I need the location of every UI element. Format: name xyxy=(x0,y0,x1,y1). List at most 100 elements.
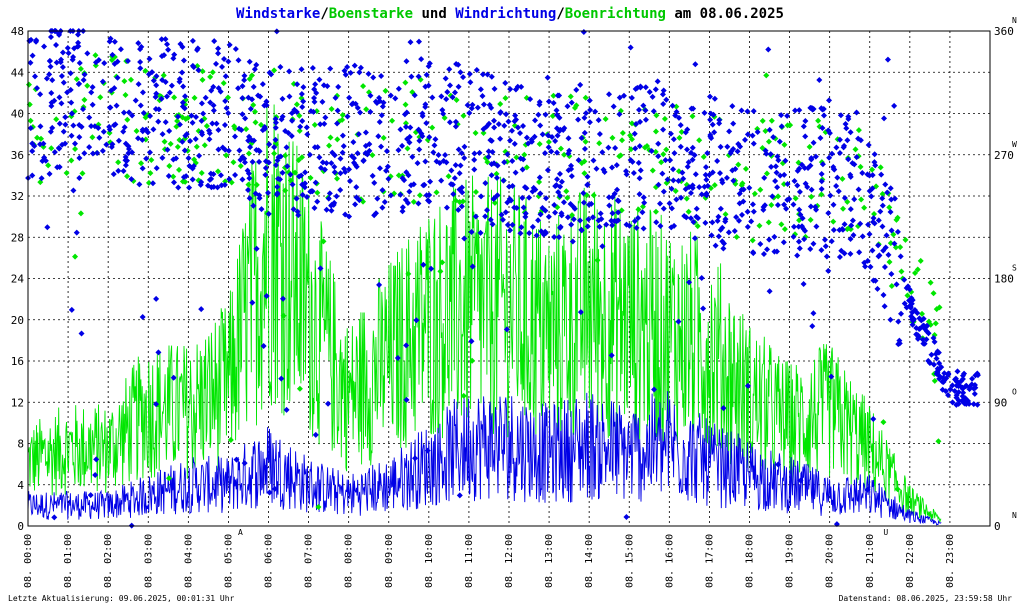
wind-dir-point xyxy=(578,227,585,234)
wind-dir-point xyxy=(312,431,319,438)
x-tick-label: 08. 02:00 xyxy=(103,534,114,588)
wind-dir-point xyxy=(919,336,926,343)
wind-dir-point xyxy=(418,56,425,63)
wind-dir-point xyxy=(859,233,866,240)
wind-dir-point xyxy=(449,94,456,101)
gust-dir-point xyxy=(209,69,216,76)
wind-dir-point xyxy=(369,172,376,179)
wind-dir-point xyxy=(586,119,593,126)
gust-dir-point xyxy=(271,67,278,74)
wind-dir-point xyxy=(208,175,215,182)
gust-dir-point xyxy=(445,173,452,180)
wind-dir-point xyxy=(817,135,824,142)
wind-dir-point xyxy=(455,206,462,213)
gust-dir-point xyxy=(582,138,589,145)
y-right-tick-label: 270 xyxy=(994,149,1014,162)
wind-dir-point xyxy=(424,197,431,204)
gust-dir-point xyxy=(661,115,668,122)
wind-dir-point xyxy=(328,207,335,214)
wind-dir-point xyxy=(707,133,714,140)
gust-dir-point xyxy=(68,157,75,164)
gust-dir-point xyxy=(174,143,181,150)
wind-dir-point xyxy=(168,82,175,89)
wind-dir-point xyxy=(37,141,44,148)
wind-dir-point xyxy=(266,489,273,496)
wind-dir-point xyxy=(109,51,116,58)
wind-dir-point xyxy=(60,79,67,86)
wind-dir-point xyxy=(223,105,230,112)
wind-dir-point xyxy=(551,202,558,209)
wind-dir-point xyxy=(443,96,450,103)
gust-dir-point xyxy=(77,210,84,217)
wind-dir-point xyxy=(423,71,430,78)
wind-dir-point xyxy=(340,143,347,150)
wind-dir-point xyxy=(406,133,413,140)
wind-dir-point xyxy=(422,104,429,111)
wind-dir-point xyxy=(222,73,229,80)
wind-dir-point xyxy=(816,76,823,83)
wind-dir-point xyxy=(520,123,527,130)
wind-dir-point xyxy=(286,93,293,100)
wind-dir-point xyxy=(81,71,88,78)
wind-dir-point xyxy=(773,169,780,176)
wind-dir-point xyxy=(376,165,383,172)
wind-dir-point xyxy=(706,171,713,178)
wind-dir-point xyxy=(507,137,514,144)
wind-dir-point xyxy=(596,131,603,138)
wind-dir-point xyxy=(244,167,251,174)
wind-dir-point xyxy=(194,47,201,54)
gust-dir-point xyxy=(683,195,690,202)
wind-dir-point xyxy=(179,99,186,106)
gust-dir-point xyxy=(77,65,84,72)
wind-dir-point xyxy=(717,143,724,150)
wind-dir-point xyxy=(881,115,888,122)
wind-dir-point xyxy=(500,177,507,184)
gust-dir-point xyxy=(253,181,260,188)
wind-dir-point xyxy=(558,178,565,185)
wind-dir-point xyxy=(120,128,127,135)
chart-title: Windstarke/Boenstarke und Windrichtung/B… xyxy=(236,6,784,22)
x-tick-label: 08. 13:00 xyxy=(544,534,555,588)
wind-dir-point xyxy=(780,239,787,246)
gust-dir-point xyxy=(627,146,634,153)
wind-dir-point xyxy=(750,250,757,257)
wind-dir-point xyxy=(403,109,410,116)
wind-dir-point xyxy=(667,130,674,137)
wind-dir-point xyxy=(678,194,685,201)
wind-dir-point xyxy=(351,62,358,69)
wind-dir-point xyxy=(135,135,142,142)
wind-dir-point xyxy=(153,82,160,89)
gust-dir-point xyxy=(124,116,131,123)
title-boenstarke: Boenstarke xyxy=(329,6,413,22)
gust-dir-point xyxy=(122,91,129,98)
wind-dir-point xyxy=(660,101,667,108)
wind-dir-point xyxy=(412,455,419,462)
wind-dir-point xyxy=(830,226,837,233)
wind-dir-point xyxy=(287,171,294,178)
wind-dir-point xyxy=(485,148,492,155)
gust-dir-point xyxy=(142,136,149,143)
wind-dir-point xyxy=(362,142,369,149)
wind-dir-point xyxy=(298,66,305,73)
gust-dir-point xyxy=(429,124,436,131)
gust-dir-point xyxy=(590,192,597,199)
wind-dir-point xyxy=(636,175,643,182)
wind-dir-point xyxy=(554,132,561,139)
wind-dir-point xyxy=(226,41,233,48)
wind-dir-point xyxy=(153,401,160,408)
gust-dir-point xyxy=(295,157,302,164)
gust-dir-point xyxy=(222,178,229,185)
wind-dir-point xyxy=(427,178,434,185)
wind-dir-point xyxy=(424,447,431,454)
wind-dir-point xyxy=(55,145,62,152)
wind-dir-point xyxy=(677,122,684,129)
wind-dir-point xyxy=(175,184,182,191)
wind-dir-point xyxy=(76,59,83,66)
gust-dir-point xyxy=(917,257,924,264)
wind-dir-point xyxy=(342,211,349,218)
wind-dir-point xyxy=(290,206,297,213)
wind-dir-point xyxy=(640,225,647,232)
wind-dir-point xyxy=(209,120,216,127)
wind-dir-point xyxy=(581,145,588,152)
